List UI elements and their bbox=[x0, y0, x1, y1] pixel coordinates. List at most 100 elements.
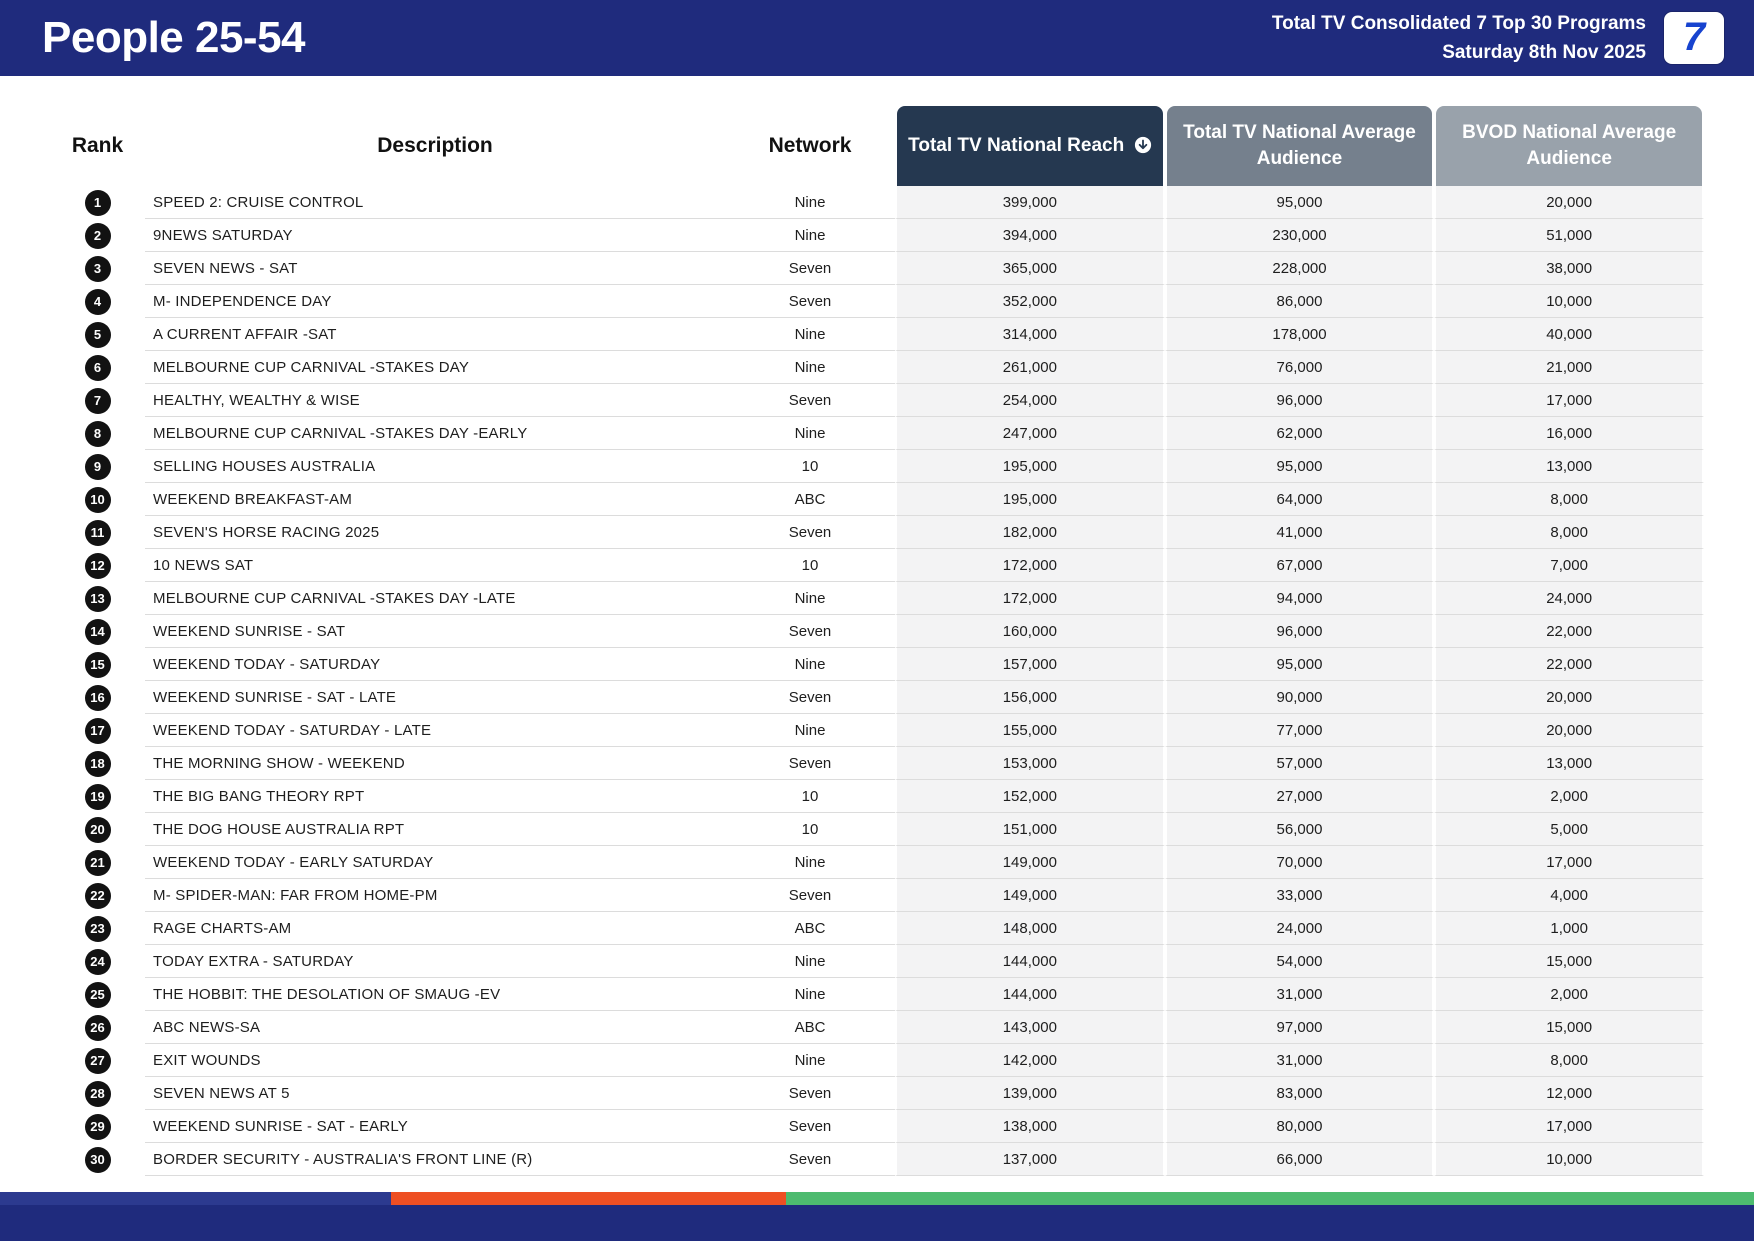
avg-audience-value: 41,000 bbox=[1164, 516, 1435, 549]
network-value: Nine bbox=[725, 1044, 895, 1077]
rank-cell: 27 bbox=[50, 1044, 145, 1077]
total-reach-value: 148,000 bbox=[895, 912, 1165, 945]
rank-cell: 13 bbox=[50, 582, 145, 615]
bvod-audience-value: 8,000 bbox=[1434, 1044, 1704, 1077]
table-row: 2 9NEWS SATURDAY Nine 394,000 230,000 51… bbox=[50, 219, 1704, 252]
program-description: SEVEN NEWS - SAT bbox=[145, 252, 725, 285]
rank-badge: 7 bbox=[84, 387, 111, 414]
avg-audience-value: 66,000 bbox=[1164, 1143, 1435, 1176]
table-row: 27 EXIT WOUNDS Nine 142,000 31,000 8,000 bbox=[50, 1044, 1704, 1077]
table-row: 3 SEVEN NEWS - SAT Seven 365,000 228,000… bbox=[50, 252, 1704, 285]
table-row: 30 BORDER SECURITY - AUSTRALIA'S FRONT L… bbox=[50, 1143, 1704, 1176]
total-reach-value: 254,000 bbox=[895, 384, 1165, 417]
header: People 25-54 Total TV Consolidated 7 Top… bbox=[0, 0, 1754, 76]
rank-badge: 22 bbox=[84, 882, 111, 909]
total-reach-value: 195,000 bbox=[895, 450, 1165, 483]
avg-audience-value: 228,000 bbox=[1164, 252, 1435, 285]
column-header-avg-audience[interactable]: Total TV National Average Audience bbox=[1166, 106, 1433, 186]
table-row: 25 THE HOBBIT: THE DESOLATION OF SMAUG -… bbox=[50, 978, 1704, 1011]
total-reach-value: 153,000 bbox=[895, 747, 1165, 780]
seven-logo-glyph: 7 bbox=[1682, 14, 1706, 59]
rank-cell: 19 bbox=[50, 780, 145, 813]
stripe-navy-segment bbox=[0, 1192, 392, 1205]
rank-badge: 15 bbox=[84, 651, 111, 678]
table-row: 13 MELBOURNE CUP CARNIVAL -STAKES DAY -L… bbox=[50, 582, 1704, 615]
table-row: 19 THE BIG BANG THEORY RPT 10 152,000 27… bbox=[50, 780, 1704, 813]
network-value: Seven bbox=[725, 615, 895, 648]
bvod-audience-value: 1,000 bbox=[1434, 912, 1704, 945]
table-row: 7 HEALTHY, WEALTHY & WISE Seven 254,000 … bbox=[50, 384, 1704, 417]
program-description: SEVEN NEWS AT 5 bbox=[145, 1077, 725, 1110]
network-value: Seven bbox=[725, 1110, 895, 1143]
rank-cell: 24 bbox=[50, 945, 145, 978]
table-header-row: Rank Description Network Total TV Nation… bbox=[50, 106, 1704, 186]
rank-cell: 25 bbox=[50, 978, 145, 1011]
program-description: 10 NEWS SAT bbox=[145, 549, 725, 582]
rank-badge: 13 bbox=[84, 585, 111, 612]
sort-descending-icon bbox=[1134, 137, 1151, 154]
bvod-audience-value: 17,000 bbox=[1434, 1110, 1704, 1143]
table-body: 1 SPEED 2: CRUISE CONTROL Nine 399,000 9… bbox=[50, 186, 1704, 1176]
top30-programs-table: Rank Description Network Total TV Nation… bbox=[50, 106, 1704, 1176]
table-row: 21 WEEKEND TODAY - EARLY SATURDAY Nine 1… bbox=[50, 846, 1704, 879]
rank-cell: 21 bbox=[50, 846, 145, 879]
rank-cell: 30 bbox=[50, 1143, 145, 1176]
bvod-audience-value: 20,000 bbox=[1434, 186, 1704, 219]
network-value: Seven bbox=[725, 879, 895, 912]
network-value: Nine bbox=[725, 219, 895, 252]
table-row: 5 A CURRENT AFFAIR -SAT Nine 314,000 178… bbox=[50, 318, 1704, 351]
rank-badge: 24 bbox=[84, 948, 111, 975]
bvod-audience-value: 20,000 bbox=[1434, 681, 1704, 714]
rank-badge: 30 bbox=[84, 1146, 111, 1173]
avg-audience-value: 54,000 bbox=[1164, 945, 1435, 978]
stripe-green-segment bbox=[785, 1192, 1754, 1205]
network-value: Nine bbox=[725, 945, 895, 978]
network-value: Seven bbox=[725, 681, 895, 714]
avg-audience-value: 24,000 bbox=[1164, 912, 1435, 945]
table-row: 26 ABC NEWS-SA ABC 143,000 97,000 15,000 bbox=[50, 1011, 1704, 1044]
network-value: Nine bbox=[725, 714, 895, 747]
bvod-audience-value: 8,000 bbox=[1434, 516, 1704, 549]
avg-audience-value: 96,000 bbox=[1164, 615, 1435, 648]
table-row: 20 THE DOG HOUSE AUSTRALIA RPT 10 151,00… bbox=[50, 813, 1704, 846]
rank-badge: 3 bbox=[84, 255, 111, 282]
program-description: WEEKEND SUNRISE - SAT bbox=[145, 615, 725, 648]
column-header-total-reach[interactable]: Total TV National Reach bbox=[897, 106, 1163, 186]
rank-cell: 15 bbox=[50, 648, 145, 681]
rank-cell: 17 bbox=[50, 714, 145, 747]
bvod-audience-value: 13,000 bbox=[1434, 747, 1704, 780]
network-value: Seven bbox=[725, 516, 895, 549]
avg-audience-value: 96,000 bbox=[1164, 384, 1435, 417]
table-row: 14 WEEKEND SUNRISE - SAT Seven 160,000 9… bbox=[50, 615, 1704, 648]
avg-audience-value: 31,000 bbox=[1164, 1044, 1435, 1077]
program-description: THE MORNING SHOW - WEEKEND bbox=[145, 747, 725, 780]
avg-audience-value: 56,000 bbox=[1164, 813, 1435, 846]
program-description: 9NEWS SATURDAY bbox=[145, 219, 725, 252]
bvod-audience-value: 8,000 bbox=[1434, 483, 1704, 516]
bvod-audience-value: 17,000 bbox=[1434, 384, 1704, 417]
table-row: 22 M- SPIDER-MAN: FAR FROM HOME-PM Seven… bbox=[50, 879, 1704, 912]
column-header-avg-audience-label: Total TV National Average Audience bbox=[1183, 122, 1416, 169]
program-description: WEEKEND SUNRISE - SAT - EARLY bbox=[145, 1110, 725, 1143]
rank-badge: 1 bbox=[84, 189, 111, 216]
avg-audience-value: 230,000 bbox=[1164, 219, 1435, 252]
network-value: 10 bbox=[725, 813, 895, 846]
total-reach-value: 365,000 bbox=[895, 252, 1165, 285]
rank-badge: 23 bbox=[84, 915, 111, 942]
rank-badge: 26 bbox=[84, 1014, 111, 1041]
total-reach-value: 151,000 bbox=[895, 813, 1165, 846]
footer-navy-bar bbox=[0, 1205, 1754, 1241]
network-value: Seven bbox=[725, 1077, 895, 1110]
rank-badge: 8 bbox=[84, 420, 111, 447]
total-reach-value: 394,000 bbox=[895, 219, 1165, 252]
column-header-bvod-audience[interactable]: BVOD National Average Audience bbox=[1436, 106, 1702, 186]
bvod-audience-value: 51,000 bbox=[1434, 219, 1704, 252]
program-description: MELBOURNE CUP CARNIVAL -STAKES DAY -LATE bbox=[145, 582, 725, 615]
program-description: M- INDEPENDENCE DAY bbox=[145, 285, 725, 318]
total-reach-value: 157,000 bbox=[895, 648, 1165, 681]
network-value: Seven bbox=[725, 252, 895, 285]
bvod-audience-value: 38,000 bbox=[1434, 252, 1704, 285]
program-description: SPEED 2: CRUISE CONTROL bbox=[145, 186, 725, 219]
report-date: Saturday 8th Nov 2025 bbox=[1442, 42, 1646, 63]
rank-cell: 28 bbox=[50, 1077, 145, 1110]
